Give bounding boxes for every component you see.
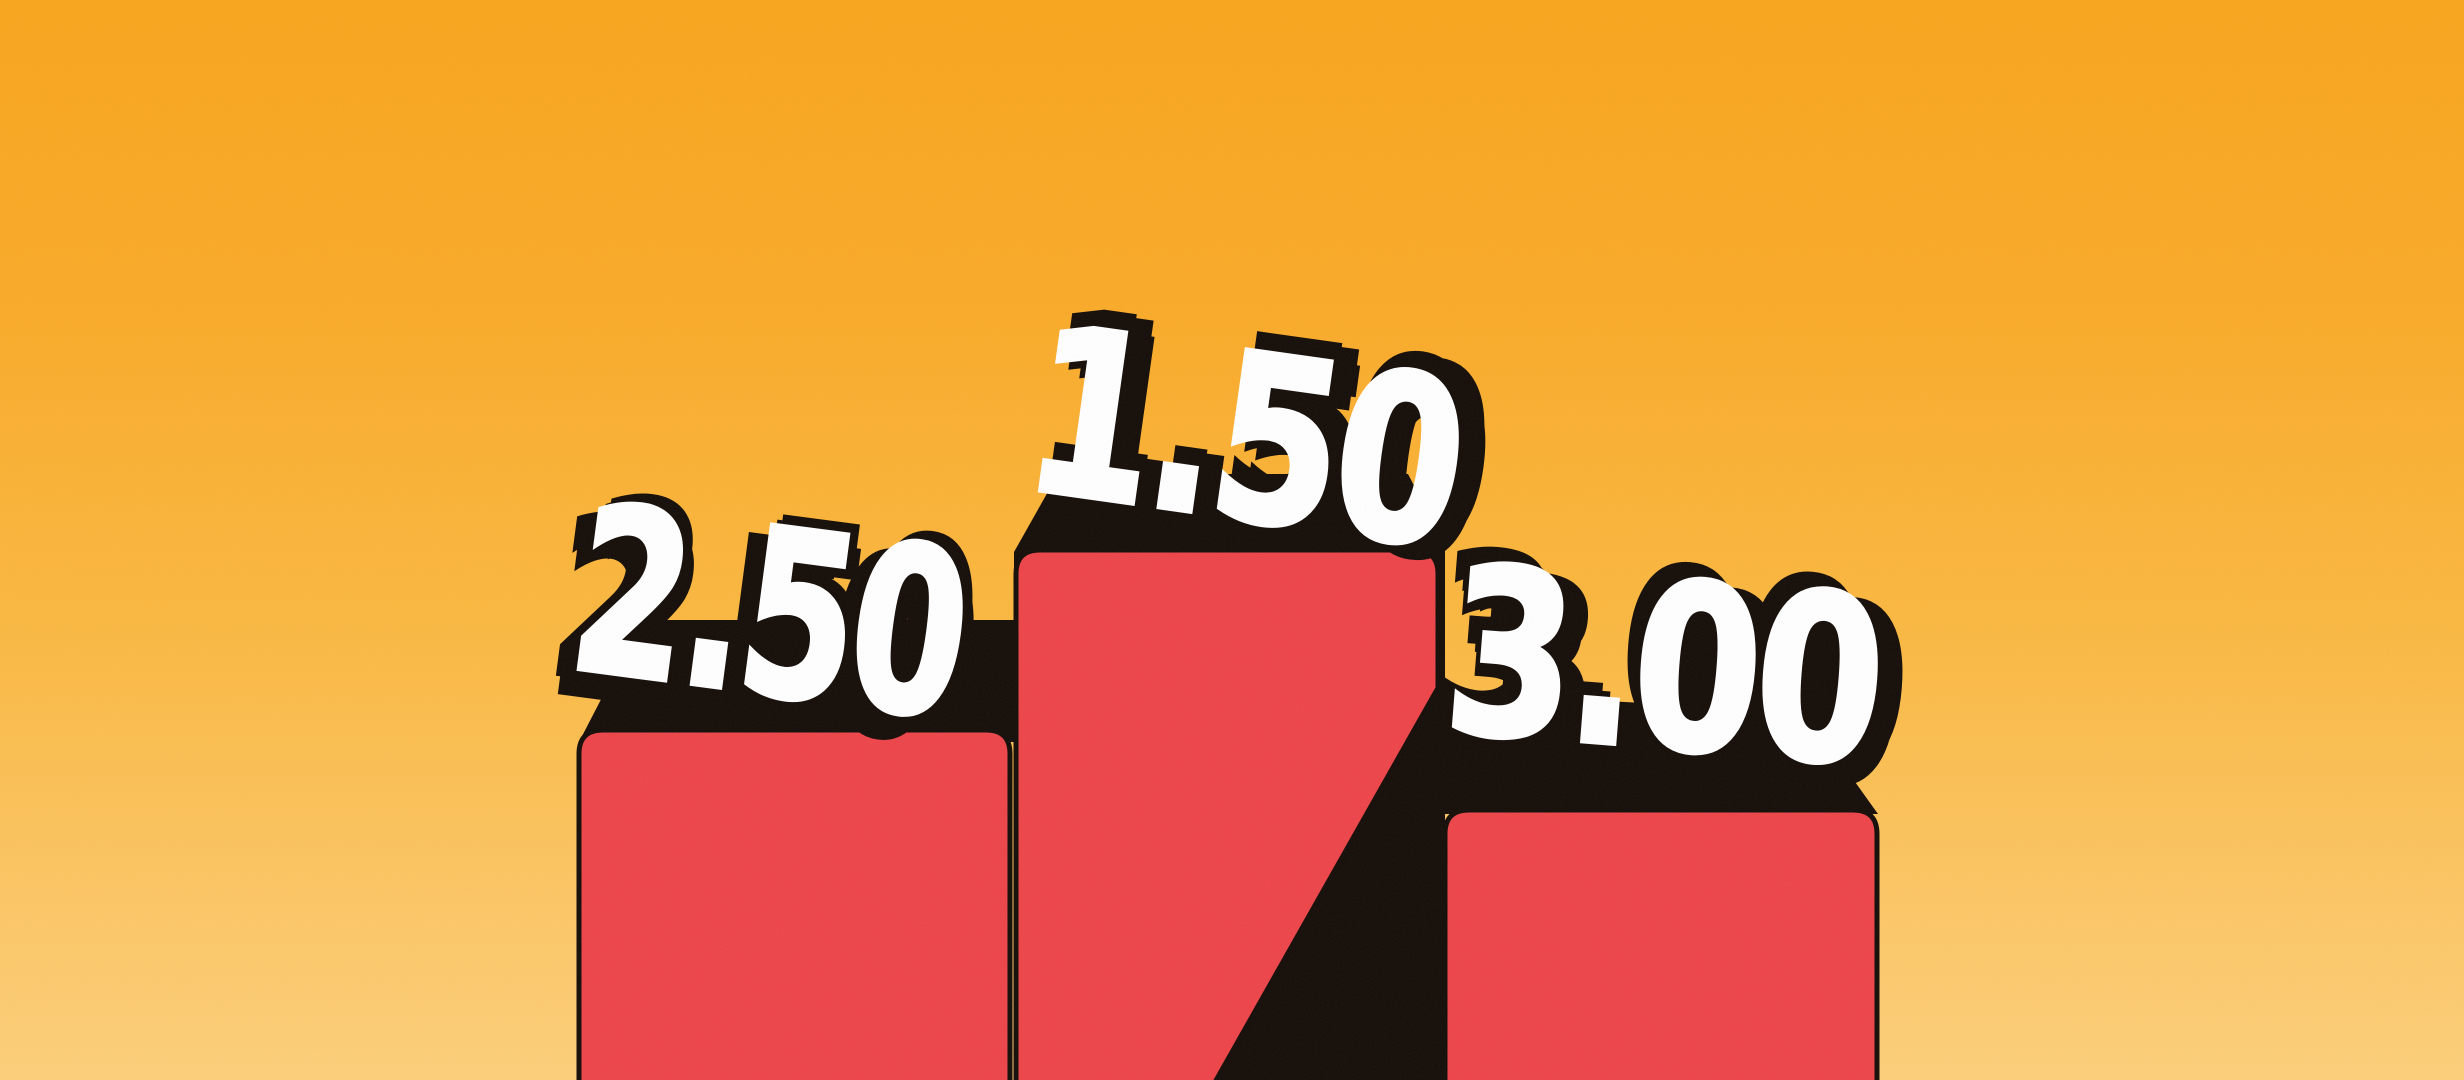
left-bar [576, 727, 1013, 1080]
right-bar-value-text: 3.00 [1435, 516, 1891, 821]
right-bar-value-label: 3.00 [1435, 516, 1891, 821]
left-bar-value-text: 2.50 [556, 455, 980, 775]
left-bar-value-label: 2.50 [556, 455, 980, 775]
center-bar-value-label: 1.50 [1009, 275, 1478, 604]
right-bar [1442, 807, 1880, 1080]
